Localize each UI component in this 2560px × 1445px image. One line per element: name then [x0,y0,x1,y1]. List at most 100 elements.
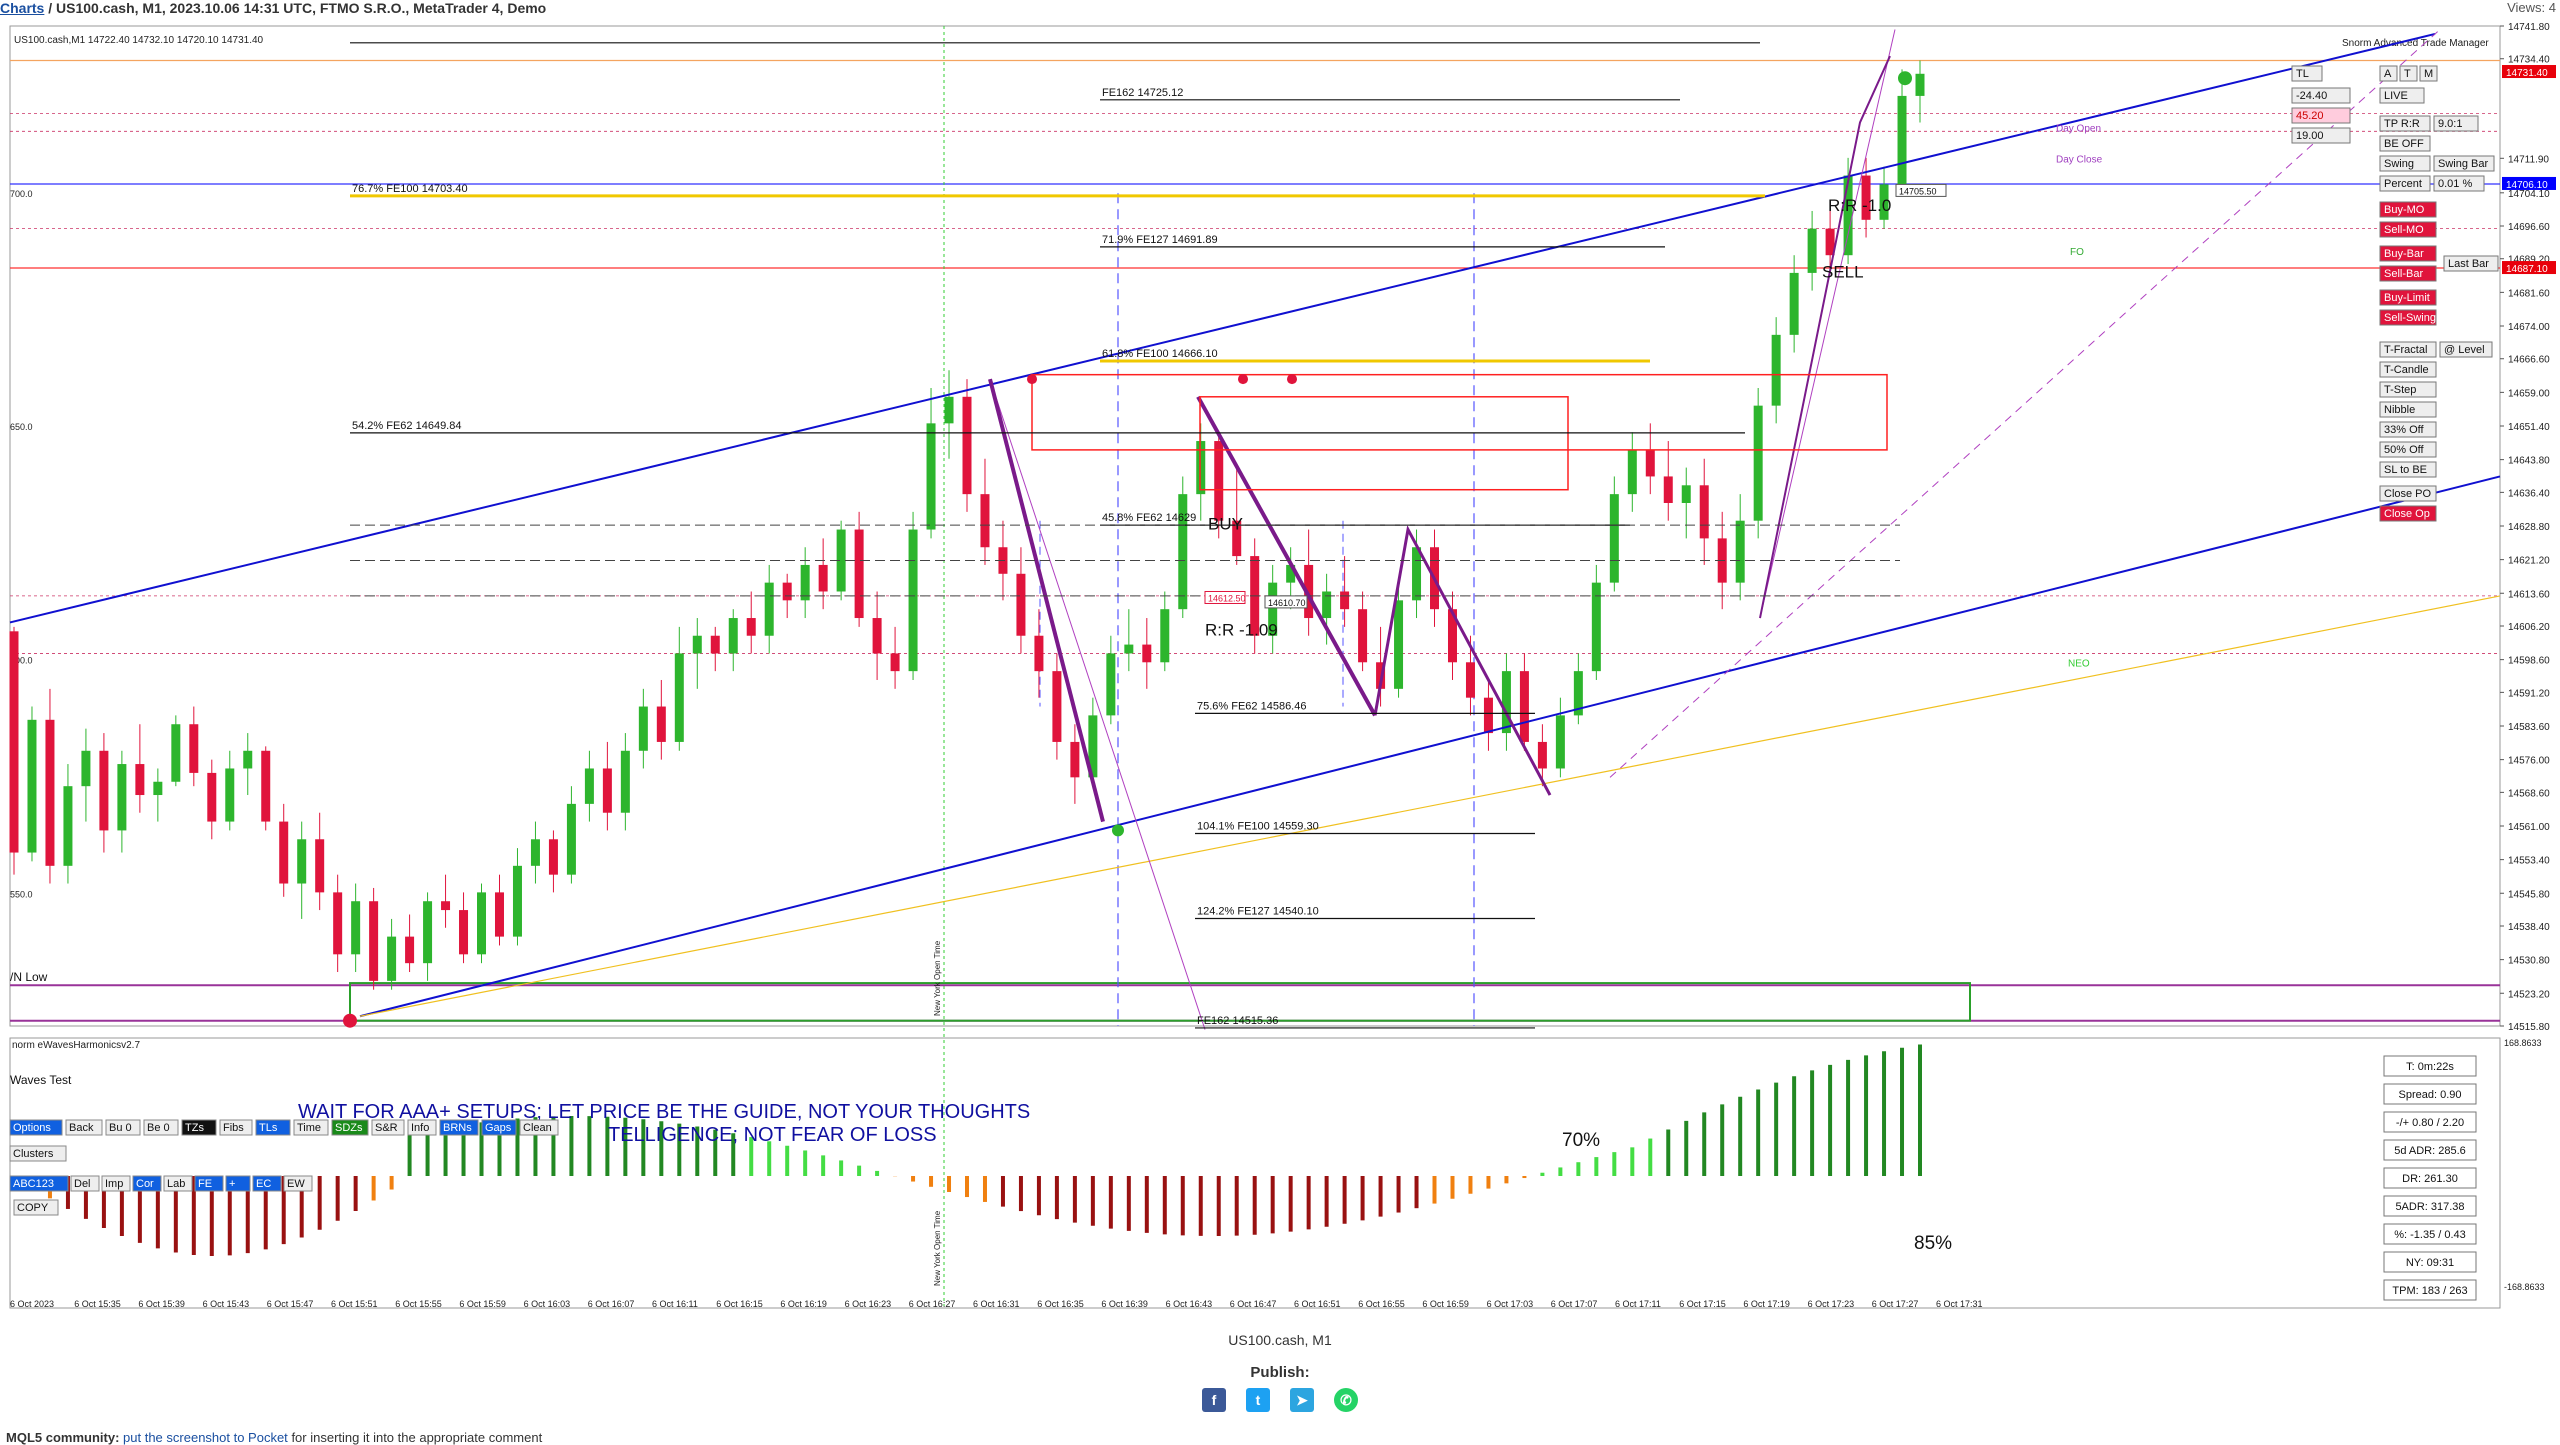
tool-del-button[interactable] [70,1175,100,1192]
toolbar-back-button[interactable] [65,1119,103,1136]
close-op-button-label: Close Op [2384,508,2430,520]
sell-swing-button[interactable] [2379,309,2437,326]
toolbar-tls-button-label: TLs [259,1122,278,1134]
tool-tfractal-button-label: T-Fractal [2384,344,2427,356]
be-off-button-label: BE OFF [2384,138,2424,150]
clusters-button[interactable] [9,1145,67,1162]
stats-value: DR: 261.30 [2402,1173,2458,1185]
close-po-button[interactable] [2379,485,2437,502]
stats-value: 5ADR: 317.38 [2395,1201,2464,1213]
value-field-3[interactable] [2291,127,2351,144]
fib-level-label: 54.2% FE62 14649.84 [352,420,461,432]
tool-abc123-button[interactable] [9,1175,69,1192]
trading-chart[interactable]: US100.cash,M1 14722.40 14732.10 14720.10… [0,16,2560,1316]
tool-plus-button[interactable] [225,1175,251,1192]
candle-body [405,936,415,964]
toolbar-sr-button[interactable] [371,1119,405,1136]
close-op-button[interactable] [2379,505,2437,522]
fib-level-label: 124.2% FE127 14540.10 [1197,905,1319,917]
neo-label: NEO [2068,659,2090,670]
banner-text-1: WAIT FOR AAA+ SETUPS; LET PRICE BE THE G… [298,1101,1030,1123]
tool-tcandle-button[interactable] [2379,361,2437,378]
tool-imp-button[interactable] [101,1175,131,1192]
candle-body [1016,573,1026,636]
toolbar-brns-button[interactable] [439,1119,479,1136]
tool-lab-button[interactable] [163,1175,193,1192]
tool-tfractal-button[interactable] [2379,341,2437,358]
t-button[interactable] [2399,65,2418,82]
candle-body [27,719,37,853]
swing-bar-button[interactable] [2433,155,2495,172]
tool-fe-button[interactable] [194,1175,224,1192]
swing-button[interactable] [2379,155,2431,172]
at-level-button-label: @ Level [2444,344,2485,356]
live-button[interactable] [2379,87,2425,104]
twitter-icon[interactable]: t [1246,1388,1270,1412]
percent-button[interactable] [2379,175,2431,192]
day-open-label: Day Open [2056,123,2101,134]
m-button[interactable] [2419,65,2438,82]
footer-prefix: MQL5 community: [6,1430,120,1445]
tool-nibble-button[interactable] [2379,401,2437,418]
toolbar-fibs-button[interactable] [219,1119,253,1136]
candle-body [656,706,666,742]
a-button-label: A [2384,68,2392,80]
toolbar-tls-button[interactable] [255,1119,291,1136]
marker-dot [1027,374,1037,385]
tool-cor-button[interactable] [132,1175,162,1192]
banner-text-2: TELLIGENCE; NOT FEAR OF LOSS [608,1124,937,1146]
pocket-link[interactable]: put the screenshot to Pocket [123,1430,288,1445]
candle-body [800,564,810,601]
tool-50off-button[interactable] [2379,441,2437,458]
charts-link[interactable]: Charts [0,0,45,16]
a-button[interactable] [2379,65,2398,82]
buy-mo-button[interactable] [2379,201,2437,218]
tool-ew-button[interactable] [283,1175,313,1192]
stats-value: -/+ 0.80 / 2.20 [2396,1117,2464,1129]
last-bar-button[interactable] [2443,255,2499,272]
toolbar-back-button-label: Back [69,1122,94,1134]
price-tick-label: 14606.20 [2508,622,2550,633]
toolbar-options-button-label: Options [13,1122,51,1134]
time-label: 6 Oct 2023 [10,1299,54,1309]
toolbar-clean-button[interactable] [519,1119,559,1136]
value-field-2[interactable] [2291,107,2351,124]
candle-body [1789,272,1799,335]
telegram-icon[interactable]: ➤ [1290,1388,1314,1412]
tl-button[interactable] [2291,65,2323,82]
tool-ec-button[interactable] [252,1175,282,1192]
buy-bar-button[interactable] [2379,245,2437,262]
percent-value-field[interactable] [2433,175,2485,192]
tool-tstep-button[interactable] [2379,381,2437,398]
sell-mo-button[interactable] [2379,221,2437,238]
toolbar-gaps-button[interactable] [481,1119,517,1136]
facebook-icon[interactable]: f [1202,1388,1226,1412]
ratio-field[interactable] [2433,115,2479,132]
tool-33off-button[interactable] [2379,421,2437,438]
value-field-1[interactable] [2291,87,2351,104]
candle-body [1843,175,1853,256]
percent-value-field-label: 0.01 % [2438,178,2472,190]
toolbar-info-button[interactable] [407,1119,437,1136]
candle-body [1412,547,1422,601]
copy-button[interactable] [13,1199,59,1216]
sell-bar-button[interactable] [2379,265,2437,282]
toolbar-be0-button-label: Be 0 [147,1122,170,1134]
whatsapp-icon[interactable]: ✆ [1334,1388,1358,1412]
toolbar-sdzs-button[interactable] [331,1119,369,1136]
tp-rr-button[interactable] [2379,115,2431,132]
toolbar-tzs-button[interactable] [181,1119,217,1136]
be-off-button[interactable] [2379,135,2431,152]
toolbar-bu0-button[interactable] [105,1119,141,1136]
tl-button-label: TL [2296,68,2309,80]
at-level-button[interactable] [2439,341,2493,358]
toolbar-options-button[interactable] [9,1119,63,1136]
candle-body [1160,609,1170,663]
toolbar-be0-button[interactable] [143,1119,179,1136]
buy-limit-button[interactable] [2379,289,2437,306]
candle-body [1322,591,1332,619]
toolbar-time-button[interactable] [293,1119,329,1136]
candle-body [153,781,163,796]
candle-body [261,750,271,822]
tool-sltobe-button[interactable] [2379,461,2437,478]
